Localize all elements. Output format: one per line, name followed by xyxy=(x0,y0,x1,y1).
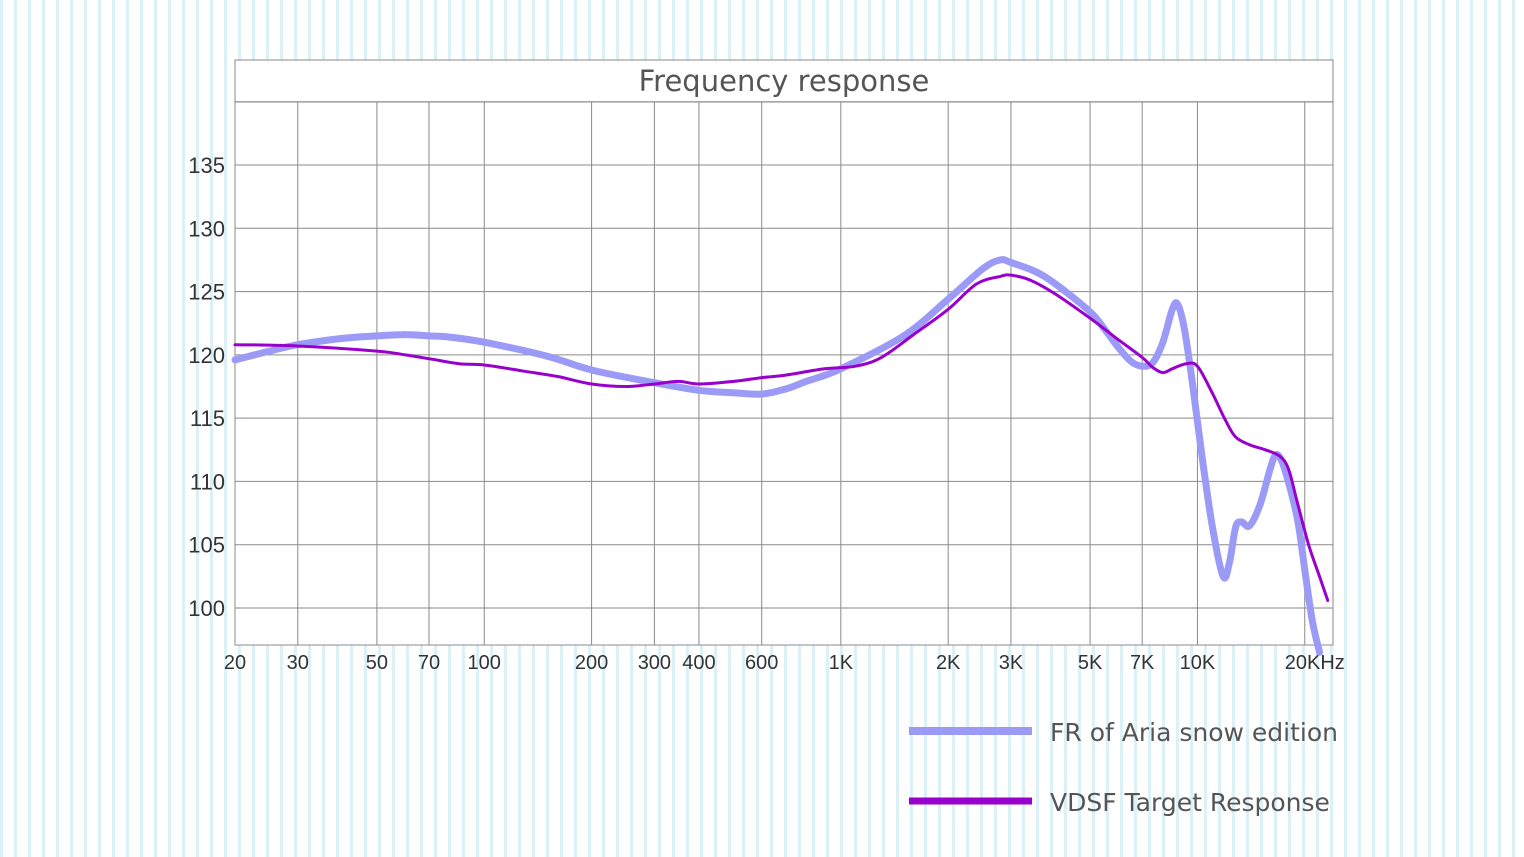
x-tick-label: 400 xyxy=(682,652,715,674)
x-tick-label: 5K xyxy=(1078,652,1103,674)
x-tick-label: 100 xyxy=(468,652,501,674)
legend-label-target: VDSF Target Response xyxy=(1050,788,1330,817)
series-line-target xyxy=(233,273,1330,602)
y-tick-label: 105 xyxy=(188,533,225,558)
y-tick-label: 125 xyxy=(188,280,225,305)
x-tick-label: 600 xyxy=(745,652,778,674)
legend-label-aria: FR of Aria snow edition xyxy=(1050,718,1338,747)
x-tick-labels: 20 30 50 70 100 200 300 400 600 1K 2K 3K 5K 7K 10K 20KH… xyxy=(224,652,1345,674)
y-tick-label: 110 xyxy=(190,469,225,494)
y-tick-label: 130 xyxy=(188,216,225,241)
y-tick-labels: 100 105 110 115 120 125 130 135 xyxy=(188,153,225,621)
y-tick-label: 115 xyxy=(190,406,225,431)
x-gridlines xyxy=(297,102,1306,645)
x-tick-label: 50 xyxy=(366,652,388,674)
x-tick-label: 70 xyxy=(418,652,440,674)
y-gridlines xyxy=(235,101,1333,609)
chart-title: Frequency response xyxy=(639,64,930,98)
plot-area xyxy=(234,59,1334,646)
series-lines xyxy=(231,256,1330,656)
x-tick-label: 2K xyxy=(936,652,961,674)
x-tick-label: 7K xyxy=(1130,652,1155,674)
x-tick-label: 20KHz xyxy=(1285,652,1345,674)
x-tick-label: 30 xyxy=(287,652,309,674)
x-tick-label: 200 xyxy=(575,652,608,674)
x-tick-label: 300 xyxy=(638,652,671,674)
series-line-aria xyxy=(231,256,1323,656)
legend: FR of Aria snow edition VDSF Target Resp… xyxy=(909,718,1338,817)
x-tick-label: 20 xyxy=(224,652,246,674)
y-tick-label: 100 xyxy=(188,596,225,621)
x-tick-label: 10K xyxy=(1180,652,1216,674)
y-tick-label: 135 xyxy=(188,153,225,178)
x-tick-label: 3K xyxy=(999,652,1024,674)
y-tick-label: 120 xyxy=(188,343,225,368)
x-tick-label: 1K xyxy=(829,652,854,674)
